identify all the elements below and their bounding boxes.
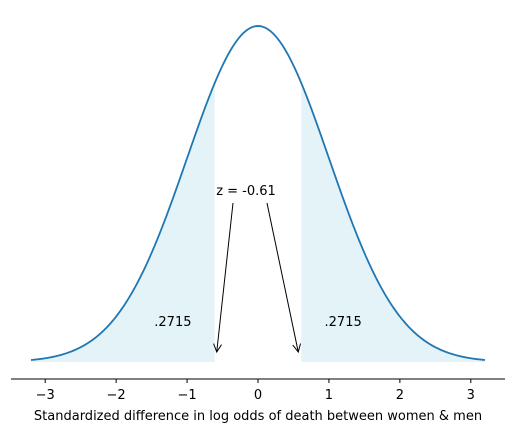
x-axis-title: Standardized difference in log odds of d…	[34, 409, 482, 424]
x-ticks: −3 −2 −1 0 1 2 3	[36, 379, 475, 403]
z-value-label: z = -0.61	[216, 184, 276, 199]
x-tick-label: 1	[325, 388, 333, 403]
shaded-tail-regions	[31, 83, 485, 362]
x-tick-label: 3	[467, 388, 475, 403]
x-tick-label: −3	[36, 388, 55, 403]
normal-curve	[30, 25, 486, 361]
arrow-to-right-z	[266, 202, 298, 352]
x-tick-label: 2	[396, 388, 404, 403]
x-tick-label: 0	[254, 388, 262, 403]
x-tick-label: −2	[107, 388, 126, 403]
x-tick-label: −1	[177, 388, 196, 403]
right-tail-area-label: .2715	[325, 315, 362, 330]
arrow-to-left-z	[217, 202, 234, 352]
left-tail-area-label: .2715	[154, 315, 191, 330]
left-tail-fill	[31, 83, 215, 362]
right-tail-fill	[301, 83, 485, 362]
